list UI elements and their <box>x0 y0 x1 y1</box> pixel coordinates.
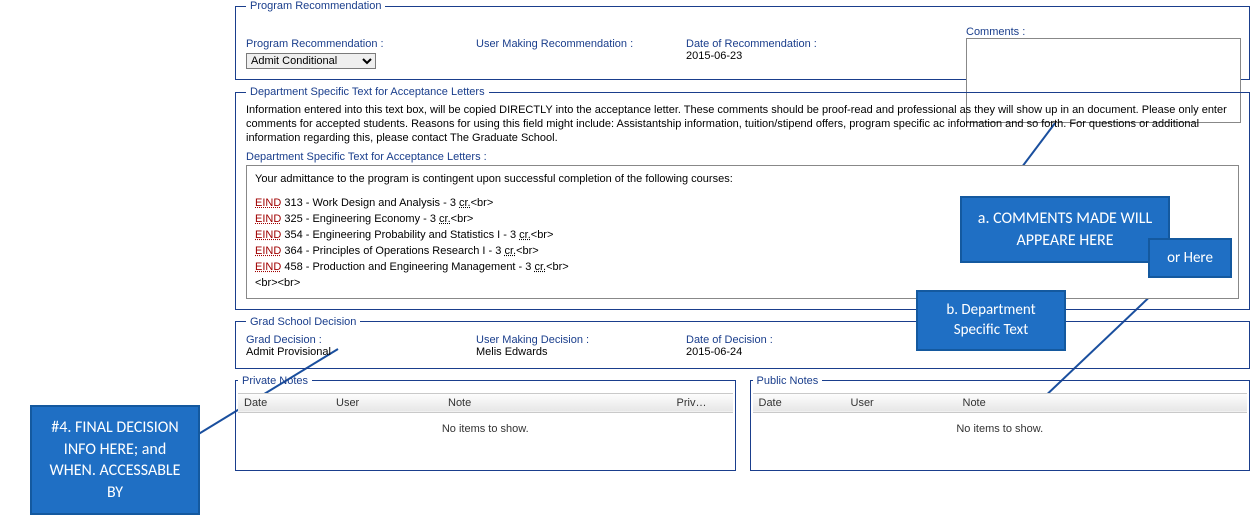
recommendation-label: Program Recommendation : <box>246 38 476 50</box>
col-date[interactable]: Date <box>753 393 845 412</box>
literal-br: <br> <box>531 229 554 241</box>
callout-comments: a. COMMENTS MADE WILL APPEARE HERE <box>960 196 1170 263</box>
course-title: 354 - Engineering Probability and Statis… <box>281 229 519 241</box>
gsd-user-value: Melis Edwards <box>476 346 686 358</box>
course-code: EIND <box>255 261 281 273</box>
course-code: EIND <box>255 213 281 225</box>
dept-trailing-br: <br><br> <box>255 276 1230 292</box>
gsd-date-value: 2015-06-24 <box>686 346 886 358</box>
literal-br: <br> <box>471 197 494 209</box>
dept-description: Information entered into this text box, … <box>246 104 1239 145</box>
callout-final-decision: #4. FINAL DECISION INFO HERE; and WHEN. … <box>30 405 200 515</box>
course-code: EIND <box>255 197 281 209</box>
public-notes-table: Date User Note <box>753 393 1248 413</box>
credits-abbr: cr. <box>439 213 451 225</box>
credits-abbr: cr. <box>459 197 471 209</box>
gsd-legend: Grad School Decision <box>246 316 360 328</box>
rec-user-label: User Making Recommendation : <box>476 38 686 50</box>
dept-text-legend: Department Specific Text for Acceptance … <box>246 86 489 98</box>
dept-intro: Your admittance to the program is contin… <box>255 172 1230 188</box>
course-code: EIND <box>255 245 281 257</box>
literal-br: <br> <box>516 245 539 257</box>
rec-date-label: Date of Recommendation : <box>686 38 856 50</box>
credits-abbr: cr. <box>504 245 516 257</box>
grad-school-decision-fieldset: Grad School Decision Grad Decision : Adm… <box>235 316 1250 369</box>
gsd-dec-value: Admit Provisional <box>246 346 476 358</box>
private-notes-table: Date User Note Priv… <box>238 393 733 413</box>
program-recommendation-fieldset: Program Recommendation Comments : Progra… <box>235 0 1250 80</box>
col-note[interactable]: Note <box>442 393 671 412</box>
callout-or-here: or Here <box>1148 238 1232 278</box>
gsd-dec-label: Grad Decision : <box>246 334 476 346</box>
col-date[interactable]: Date <box>238 393 330 412</box>
credits-abbr: cr. <box>519 229 531 241</box>
gsd-user-label: User Making Decision : <box>476 334 686 346</box>
course-title: 364 - Principles of Operations Research … <box>281 245 504 257</box>
canvas: Program Recommendation Comments : Progra… <box>0 0 1251 517</box>
private-notes-fieldset: Private Notes Date User Note Priv… No it… <box>235 375 736 471</box>
comments-label: Comments : <box>966 26 1241 38</box>
private-notes-empty: No items to show. <box>238 413 733 435</box>
course-code: EIND <box>255 229 281 241</box>
col-note[interactable]: Note <box>957 393 1248 412</box>
course-title: 313 - Work Design and Analysis - 3 <box>281 197 459 209</box>
gsd-date-label: Date of Decision : <box>686 334 886 346</box>
literal-br: <br> <box>451 213 474 225</box>
course-title: 325 - Engineering Economy - 3 <box>281 213 439 225</box>
credits-abbr: cr. <box>534 261 546 273</box>
public-notes-legend: Public Notes <box>753 375 823 387</box>
public-notes-empty: No items to show. <box>753 413 1248 435</box>
recommendation-select[interactable]: Admit Conditional <box>246 53 376 69</box>
literal-br: <br> <box>546 261 569 273</box>
dept-field-label: Department Specific Text for Acceptance … <box>246 151 1239 163</box>
col-user[interactable]: User <box>845 393 957 412</box>
col-priv[interactable]: Priv… <box>671 393 733 412</box>
callout-dept-text: b. Department Specific Text <box>916 290 1066 351</box>
col-user[interactable]: User <box>330 393 442 412</box>
private-notes-legend: Private Notes <box>238 375 312 387</box>
public-notes-fieldset: Public Notes Date User Note No items to … <box>750 375 1251 471</box>
rec-date-value: 2015-06-23 <box>686 50 856 62</box>
notes-row: Private Notes Date User Note Priv… No it… <box>235 375 1250 477</box>
course-title: 458 - Production and Engineering Managem… <box>281 261 534 273</box>
program-recommendation-legend: Program Recommendation <box>246 0 385 12</box>
